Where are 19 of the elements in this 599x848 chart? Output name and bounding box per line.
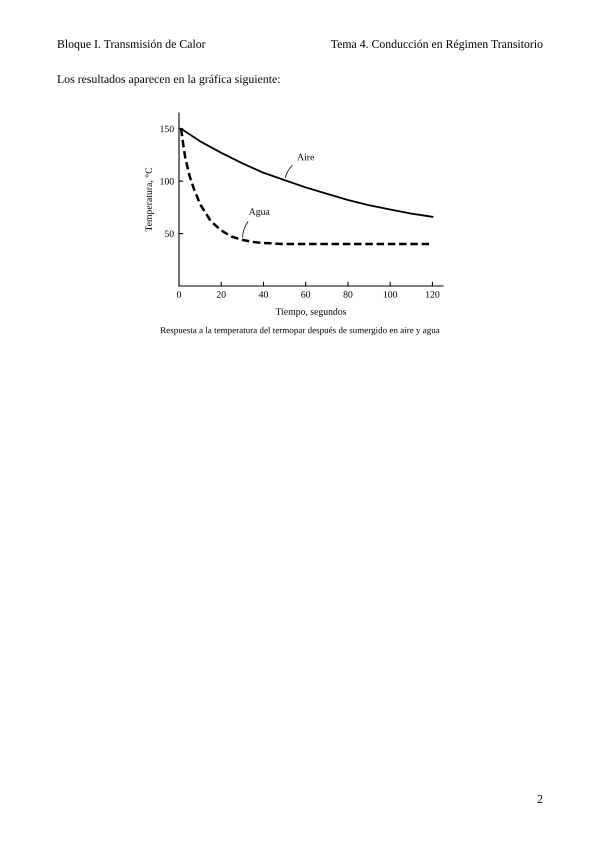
y-tick-label: 150 [160,126,174,132]
x-tick-label: 100 [384,291,398,298]
x-tick-label: 60 [301,291,310,298]
x-tick-label: 120 [426,291,440,298]
x-axis-title: Tiempo, segundos [276,308,346,317]
text: Agua [248,208,270,217]
text: Bloque I. Transmisión de Calor [57,40,206,50]
x-tick-label: 40 [258,291,268,298]
text: 2 [538,795,542,803]
x-tick-label: 20 [216,291,226,298]
text: Los resultados aparecen en la gráfica siguiente: [57,74,280,86]
y-tick-label: 100 [160,178,174,185]
y-tick-label: 50 [164,230,174,238]
text: Tema 4. Conducción en Régimen Transitorio [330,40,543,50]
text: Respuesta a la temperatura del termopar después de sumergido en aire y agua [160,326,440,336]
x-tick-label: 0 [176,291,182,298]
text: Aire [297,154,314,160]
y-axis-title: Temperatura, °C [145,168,154,232]
x-tick-label: 80 [343,291,352,298]
